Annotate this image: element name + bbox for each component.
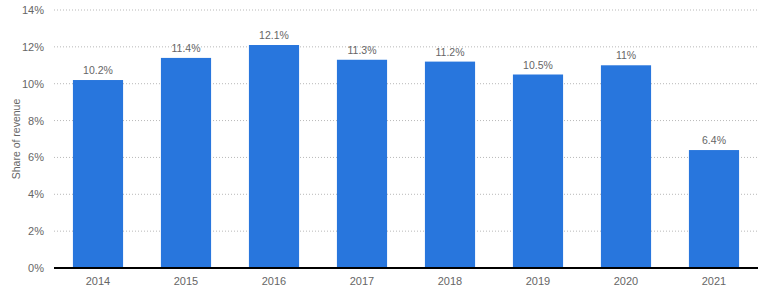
grid-line [54,10,758,11]
grid-line [54,46,758,47]
x-tick-label: 2019 [526,275,550,287]
x-axis-line [54,267,758,269]
grid-line [54,231,758,232]
bar [337,60,387,268]
bars [73,45,739,268]
bar [689,150,739,268]
y-tick-label: 10% [22,78,44,90]
data-label: 11.2% [436,46,465,58]
grid-line [54,268,758,269]
y-tick-label: 6% [28,151,44,163]
chart-svg: 0% 2% 4% 6% 8% 10% 12% 14% 10.2% 11.4% 12.1% 11.3% 1… [0,0,768,294]
data-label: 10.2% [83,64,113,76]
x-tick-label: 2017 [350,275,374,287]
bar [73,80,123,268]
data-label: 11.3% [348,44,377,56]
bar [601,65,651,268]
bar [513,75,563,269]
x-tick-label: 2021 [702,275,726,287]
grid-line [54,194,758,195]
bar [425,62,475,268]
y-tick-label: 8% [28,115,44,127]
grid-line [54,120,758,121]
data-label: 11% [616,49,636,61]
data-label: 12.1% [259,29,289,41]
x-tick-label: 2015 [174,275,198,287]
x-tick-label: 2018 [438,275,462,287]
x-tick-label: 2014 [86,275,110,287]
grid [54,10,758,268]
bar [161,58,211,268]
x-tick-label: 2016 [262,275,286,287]
x-tick-label: 2020 [614,275,638,287]
y-tick-label: 2% [28,225,44,237]
y-axis-label: Share of revenue [10,99,22,180]
data-label: 6.4% [702,134,726,146]
data-label: 11.4% [172,42,201,54]
y-tick-label: 12% [22,41,44,53]
y-tick-label: 14% [22,4,44,16]
chart-container: 0% 2% 4% 6% 8% 10% 12% 14% 10.2% 11.4% 12.1% 11.3% 1… [0,0,768,294]
grid-line [54,157,758,158]
y-tick-label: 0% [28,262,44,274]
y-tick-label: 4% [28,188,44,200]
grid-line [54,83,758,84]
bar [249,45,299,268]
data-label: 10.5% [523,59,553,71]
